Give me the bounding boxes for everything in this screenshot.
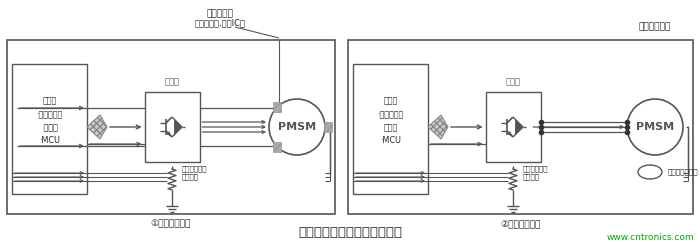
Bar	[353, 64, 428, 194]
Text: 逆变器保护用: 逆变器保护用	[523, 166, 549, 172]
Text: ①有传感器驱动: ①有传感器驱动	[150, 219, 191, 228]
Text: www.cntronics.com: www.cntronics.com	[606, 233, 694, 242]
Bar	[12, 64, 87, 194]
Text: 分流电阻: 分流电阻	[182, 174, 199, 180]
Text: （霍尔元件,霍尔IC）: （霍尔元件,霍尔IC）	[195, 18, 246, 28]
Text: 逆变器保护用: 逆变器保护用	[182, 166, 207, 172]
Bar	[348, 40, 693, 214]
Bar	[274, 102, 281, 112]
Bar	[324, 122, 332, 132]
Polygon shape	[516, 120, 523, 134]
Text: 位置传感器: 位置传感器	[206, 9, 233, 18]
Text: 控制器
·硬布线逻辑
控制器
·MCU: 控制器 ·硬布线逻辑 控制器 ·MCU	[377, 97, 404, 145]
Text: 控制器
·硬布线逻辑
 控制器
·MCU: 控制器 ·硬布线逻辑 控制器 ·MCU	[36, 97, 62, 145]
Text: 逆变器: 逆变器	[505, 77, 521, 86]
Polygon shape	[87, 115, 107, 139]
Bar	[7, 40, 335, 214]
Bar	[486, 92, 540, 162]
Text: 逆变器: 逆变器	[164, 77, 179, 86]
Circle shape	[627, 99, 683, 155]
Bar	[144, 92, 199, 162]
Polygon shape	[175, 120, 182, 134]
Text: 分流电阻: 分流电阻	[523, 174, 540, 180]
Text: 无位置传感器: 无位置传感器	[639, 23, 671, 31]
Text: 电机驱动控制系统的基本组成: 电机驱动控制系统的基本组成	[298, 226, 402, 239]
Polygon shape	[428, 115, 448, 139]
Circle shape	[269, 99, 325, 155]
Text: PMSM: PMSM	[636, 122, 674, 132]
Ellipse shape	[638, 165, 662, 179]
Text: ②无传感器驱动: ②无传感器驱动	[500, 219, 540, 228]
Text: PMSM: PMSM	[278, 122, 316, 132]
Text: 速度电动势检测: 速度电动势检测	[668, 169, 699, 175]
Bar	[274, 142, 281, 151]
